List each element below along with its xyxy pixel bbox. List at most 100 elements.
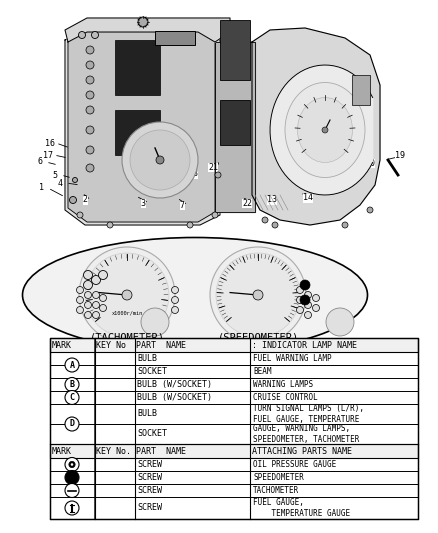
Text: 19: 19 [395,150,405,159]
Text: D: D [70,419,74,429]
Circle shape [262,217,268,223]
Bar [50,471,418,484]
Circle shape [77,296,84,303]
Text: TURN SIGNAL LAMPS (L/R),
FUEL GAUGE, TEMPERATURE: TURN SIGNAL LAMPS (L/R), FUEL GAUGE, TEM… [253,404,364,424]
Ellipse shape [22,238,367,352]
Circle shape [215,172,221,178]
Bar [220,20,250,80]
Text: BULB: BULB [137,409,157,418]
Circle shape [172,296,179,303]
Circle shape [73,177,78,182]
Text: 1: 1 [39,183,45,192]
Text: SOCKET: SOCKET [137,367,167,376]
Circle shape [65,391,79,405]
Circle shape [86,91,94,99]
Text: SOCKET: SOCKET [137,430,167,439]
Circle shape [99,304,106,311]
Circle shape [92,302,99,309]
Circle shape [297,306,304,313]
Bar [50,365,418,378]
Bar [220,100,250,145]
Bar [50,484,418,497]
Circle shape [312,304,319,311]
Circle shape [297,296,304,303]
Bar [115,40,160,95]
Circle shape [172,306,179,313]
Text: CRUISE CONTROL: CRUISE CONTROL [253,393,318,402]
Text: 7: 7 [180,200,184,209]
Text: 3: 3 [141,198,145,207]
Text: 16: 16 [45,139,55,148]
Circle shape [65,377,79,392]
Circle shape [84,280,92,289]
Circle shape [187,222,193,228]
Text: SCREW: SCREW [137,460,162,469]
Circle shape [84,271,92,279]
Text: BEAM: BEAM [253,367,272,376]
Circle shape [85,292,92,298]
Text: SCREW: SCREW [137,473,162,482]
Circle shape [156,156,164,164]
Polygon shape [252,28,380,225]
Text: KEY No.: KEY No. [96,447,131,456]
Bar [50,378,418,391]
Circle shape [300,295,310,305]
Circle shape [86,61,94,69]
Circle shape [86,106,94,114]
Circle shape [138,17,148,27]
Text: ATTACHING PARTS NAME: ATTACHING PARTS NAME [252,447,352,456]
Circle shape [71,464,73,465]
Circle shape [367,207,373,213]
Circle shape [172,287,179,294]
Circle shape [92,292,99,298]
Circle shape [216,253,300,337]
Circle shape [69,462,75,467]
Text: PART  NAME: PART NAME [136,341,186,350]
Circle shape [212,212,218,218]
Ellipse shape [285,83,365,177]
Polygon shape [270,65,373,195]
Text: A: A [70,360,74,369]
Bar [50,391,418,404]
Bar [50,404,418,424]
Text: 5: 5 [53,171,57,180]
Circle shape [65,501,79,515]
Text: WARNING LAMPS: WARNING LAMPS [253,380,313,389]
Circle shape [78,31,85,38]
Text: BULB: BULB [137,354,157,363]
Bar [50,352,418,365]
Circle shape [65,483,79,497]
Text: FUEL GAUGE,
    TEMPERATURE GAUGE: FUEL GAUGE, TEMPERATURE GAUGE [253,498,350,518]
Text: 20: 20 [365,158,375,167]
Circle shape [85,302,92,309]
Bar [155,31,195,45]
Bar [115,110,160,155]
Text: 6: 6 [38,157,42,166]
Text: 2: 2 [82,196,88,205]
Polygon shape [65,18,230,42]
Text: TACHOMETER: TACHOMETER [253,486,299,495]
Polygon shape [68,32,215,222]
Text: PART  NAME: PART NAME [136,447,186,456]
Text: BULB (W/SOCKET): BULB (W/SOCKET) [137,393,212,402]
Bar [50,497,418,519]
Circle shape [326,308,354,336]
Text: B: B [70,380,74,389]
Circle shape [79,247,175,343]
Circle shape [92,31,99,38]
Bar [50,338,418,519]
Polygon shape [65,30,220,225]
Text: 14: 14 [303,193,313,203]
Text: C: C [70,393,74,402]
Bar [50,424,418,444]
Circle shape [86,46,94,54]
Circle shape [92,276,100,285]
Circle shape [141,308,169,336]
Circle shape [304,292,311,298]
Circle shape [86,126,94,134]
Text: 21: 21 [208,163,218,172]
Circle shape [86,164,94,172]
Circle shape [65,471,79,484]
Text: x1000r/min: x1000r/min [111,311,143,316]
Circle shape [77,306,84,313]
